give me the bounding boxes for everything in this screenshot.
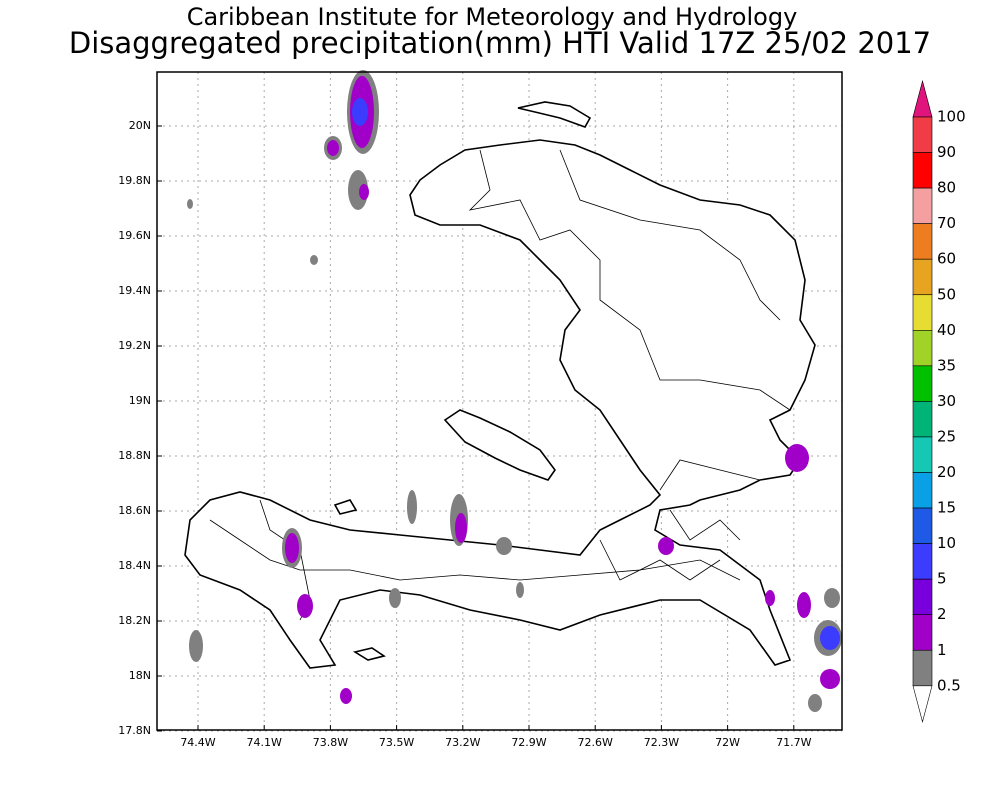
colorbar-box <box>912 436 933 473</box>
precip-area <box>496 537 512 555</box>
lat-label: 19N <box>129 394 151 407</box>
precip-area <box>797 592 811 618</box>
colorbar-box <box>912 507 933 544</box>
precip-area <box>297 594 313 618</box>
colorbar-box <box>912 649 933 687</box>
precip-area <box>820 626 840 650</box>
lat-label: 19.8N <box>118 174 151 187</box>
lon-label: 74.4W <box>180 736 215 749</box>
lat-label: 19.2N <box>118 339 151 352</box>
precip-area <box>407 490 417 524</box>
precip-area <box>352 98 368 126</box>
colorbar-label: 5 <box>937 570 947 588</box>
colorbar-box <box>912 258 933 296</box>
precip-area <box>340 688 352 704</box>
precip-area <box>359 184 369 200</box>
lat-label: 18N <box>129 669 151 682</box>
precip-area <box>310 255 318 265</box>
precip-area <box>348 170 368 210</box>
colorbar-box <box>912 365 933 402</box>
precip-area <box>285 533 299 563</box>
lat-label: 20N <box>129 119 151 132</box>
cayemites <box>333 499 358 515</box>
colorbar-label: 80 <box>937 179 956 197</box>
colorbar-label: 90 <box>937 143 956 161</box>
internal-borders <box>599 539 721 581</box>
subtitle: Disaggregated precipitation(mm) HTI Vali… <box>69 26 931 60</box>
precip-area <box>658 537 674 555</box>
internal-borders <box>468 149 791 411</box>
colorbar-box <box>912 223 933 260</box>
lon-label: 74.1W <box>247 736 282 749</box>
colorbar-box <box>912 401 933 438</box>
precip-area <box>187 199 193 209</box>
gonave-island <box>443 409 556 481</box>
colorbar-label: 100 <box>937 108 966 126</box>
precip-area <box>824 588 840 608</box>
title: Caribbean Institute for Meteorology and … <box>187 3 798 31</box>
lat-label: 19.4N <box>118 284 151 297</box>
lon-label: 73.2W <box>445 736 480 749</box>
lon-label: 73.8W <box>313 736 348 749</box>
colorbar-label: 30 <box>937 392 956 410</box>
internal-borders <box>559 149 781 321</box>
lat-label: 18.6N <box>118 504 151 517</box>
colorbar-label: 40 <box>937 321 956 339</box>
tortuga-island <box>517 101 592 128</box>
precipitation <box>187 70 842 712</box>
colorbar-label: 35 <box>937 356 956 374</box>
internal-borders <box>209 519 741 581</box>
colorbar-box <box>912 187 933 224</box>
colorbar-label: 60 <box>937 250 956 268</box>
lon-label: 72.9W <box>511 736 546 749</box>
colorbar-box <box>912 329 933 367</box>
colorbar-label: 2 <box>937 605 947 623</box>
precip-area <box>516 582 524 598</box>
lat-label: 18.8N <box>118 449 151 462</box>
precip-area <box>327 140 339 156</box>
precip-area <box>389 588 401 608</box>
precip-area <box>785 444 809 472</box>
map-frame <box>156 71 843 731</box>
lat-label: 18.4N <box>118 559 151 572</box>
colorbar-box <box>912 472 933 509</box>
precip-area <box>808 694 822 712</box>
precip-area <box>455 513 467 543</box>
colorbar-box <box>912 116 933 153</box>
internal-borders <box>669 509 741 541</box>
precip-area <box>189 630 203 662</box>
precip-area <box>765 590 775 606</box>
colorbar-arrow <box>912 79 933 118</box>
colorbar-label: 1 <box>937 641 947 659</box>
colorbar: 100 90 80 70 60 50 40 35 30 25 20 15 10 5 2 1 0.5 <box>912 79 966 723</box>
colorbar-label: 70 <box>937 214 956 232</box>
precip-area <box>820 669 840 689</box>
lat-label: 17.8N <box>118 724 151 737</box>
vache-island <box>352 647 386 661</box>
lon-label: 72.3W <box>644 736 679 749</box>
colorbar-label: 20 <box>937 463 956 481</box>
colorbar-label: 50 <box>937 285 956 303</box>
colorbar-label: 0.5 <box>937 676 961 694</box>
land <box>184 101 816 669</box>
colorbar-box <box>912 152 933 189</box>
colorbar-arrow <box>912 685 933 723</box>
colorbar-label: 25 <box>937 427 956 445</box>
colorbar-label: 10 <box>937 534 956 552</box>
colorbar-box <box>912 614 933 651</box>
internal-borders <box>659 459 761 491</box>
lon-label: 71.7W <box>776 736 811 749</box>
colorbar-box <box>912 543 933 580</box>
lon-label: 73.5W <box>379 736 414 749</box>
lat-label: 19.6N <box>118 229 151 242</box>
colorbar-label: 15 <box>937 499 956 517</box>
hispaniola-coast <box>184 139 816 669</box>
colorbar-box <box>912 578 933 616</box>
lon-label: 72.6W <box>578 736 613 749</box>
lat-label: 18.2N <box>118 614 151 627</box>
lon-label: 72W <box>715 736 740 749</box>
colorbar-box <box>912 294 933 331</box>
